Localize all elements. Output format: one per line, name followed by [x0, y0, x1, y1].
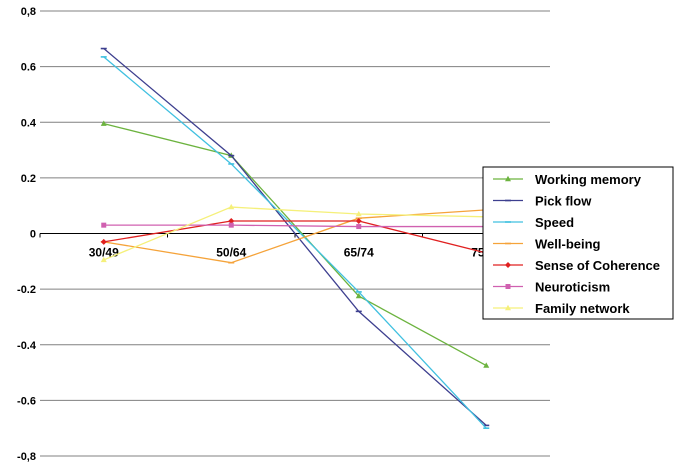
y-tick-label: 0.6: [21, 62, 36, 74]
legend: Working memory Pick flow Speed Well-being Se…: [482, 166, 674, 320]
data-point: [228, 222, 234, 228]
data-point: [483, 424, 490, 427]
series-line: [103, 209, 487, 264]
y-tick-label: 0,8: [21, 6, 36, 18]
legend-label: Working memory: [535, 172, 642, 187]
legend-marker: [505, 175, 511, 182]
legend-box: [482, 166, 674, 320]
data-point: [355, 310, 362, 313]
legend-label: Neuroticism: [535, 280, 610, 295]
data-point: [100, 238, 107, 245]
series-working-memory: [100, 120, 490, 368]
y-axis-tick-labels: 0,8 0.6 0.4 0.2 0 -0.2 -0.4 -0.6 -0,8: [17, 6, 37, 463]
series-line: [103, 123, 487, 367]
series-speed: [100, 56, 490, 429]
x-category-label: 50/64: [216, 246, 246, 260]
series-line: [103, 56, 487, 429]
data-point: [355, 291, 362, 293]
data-point: [483, 362, 490, 368]
series-line: [103, 48, 487, 426]
x-category-label: 65/74: [344, 246, 374, 260]
data-point: [100, 47, 107, 50]
y-tick-label: 0.2: [21, 173, 36, 185]
y-tick-label: -0.6: [17, 395, 36, 407]
legend-item: Neuroticism: [493, 280, 610, 295]
y-tick-label: -0.2: [17, 284, 36, 296]
legend-label: Well-being: [535, 237, 601, 252]
data-point: [228, 163, 235, 165]
legend-item: Well-being: [493, 237, 601, 252]
y-tick-label: -0,8: [17, 451, 36, 463]
series-line: [103, 206, 487, 261]
legend-marker: [505, 242, 511, 245]
legend-marker: [505, 262, 511, 268]
data-point: [355, 210, 362, 217]
legend-marker: [505, 221, 511, 223]
y-tick-label: 0: [30, 229, 36, 241]
data-point: [228, 203, 235, 210]
data-point: [228, 217, 235, 224]
data-point: [101, 222, 107, 228]
legend-label: Speed: [535, 215, 574, 230]
data-point: [355, 292, 362, 299]
series-line: [103, 224, 487, 228]
data-point: [483, 427, 490, 429]
legend-item: Pick flow: [493, 194, 592, 209]
legend-marker: [505, 304, 511, 311]
data-point: [228, 261, 235, 264]
legend-item: Sense of Coherence: [493, 258, 660, 273]
y-tick-label: -0.4: [17, 340, 37, 352]
series-pick-flow: [100, 47, 490, 427]
legend-label: Pick flow: [535, 194, 592, 209]
legend-label: Sense of Coherence: [535, 258, 660, 273]
data-point: [100, 256, 107, 263]
legend-item: Family network: [493, 301, 630, 316]
data-point: [228, 154, 235, 157]
legend-item: Speed: [493, 215, 574, 230]
data-point: [356, 224, 362, 230]
series-line: [103, 220, 487, 254]
data-point: [355, 217, 362, 224]
series-lines: [100, 47, 490, 429]
legend-marker: [505, 199, 511, 202]
data-point: [100, 120, 107, 126]
legend-marker: [505, 284, 511, 289]
data-point: [100, 56, 107, 58]
legend-label: Family network: [535, 301, 630, 316]
legend-item: Working memory: [493, 172, 642, 187]
x-category-label: 30/49: [89, 246, 119, 260]
y-tick-label: 0.4: [21, 117, 37, 129]
